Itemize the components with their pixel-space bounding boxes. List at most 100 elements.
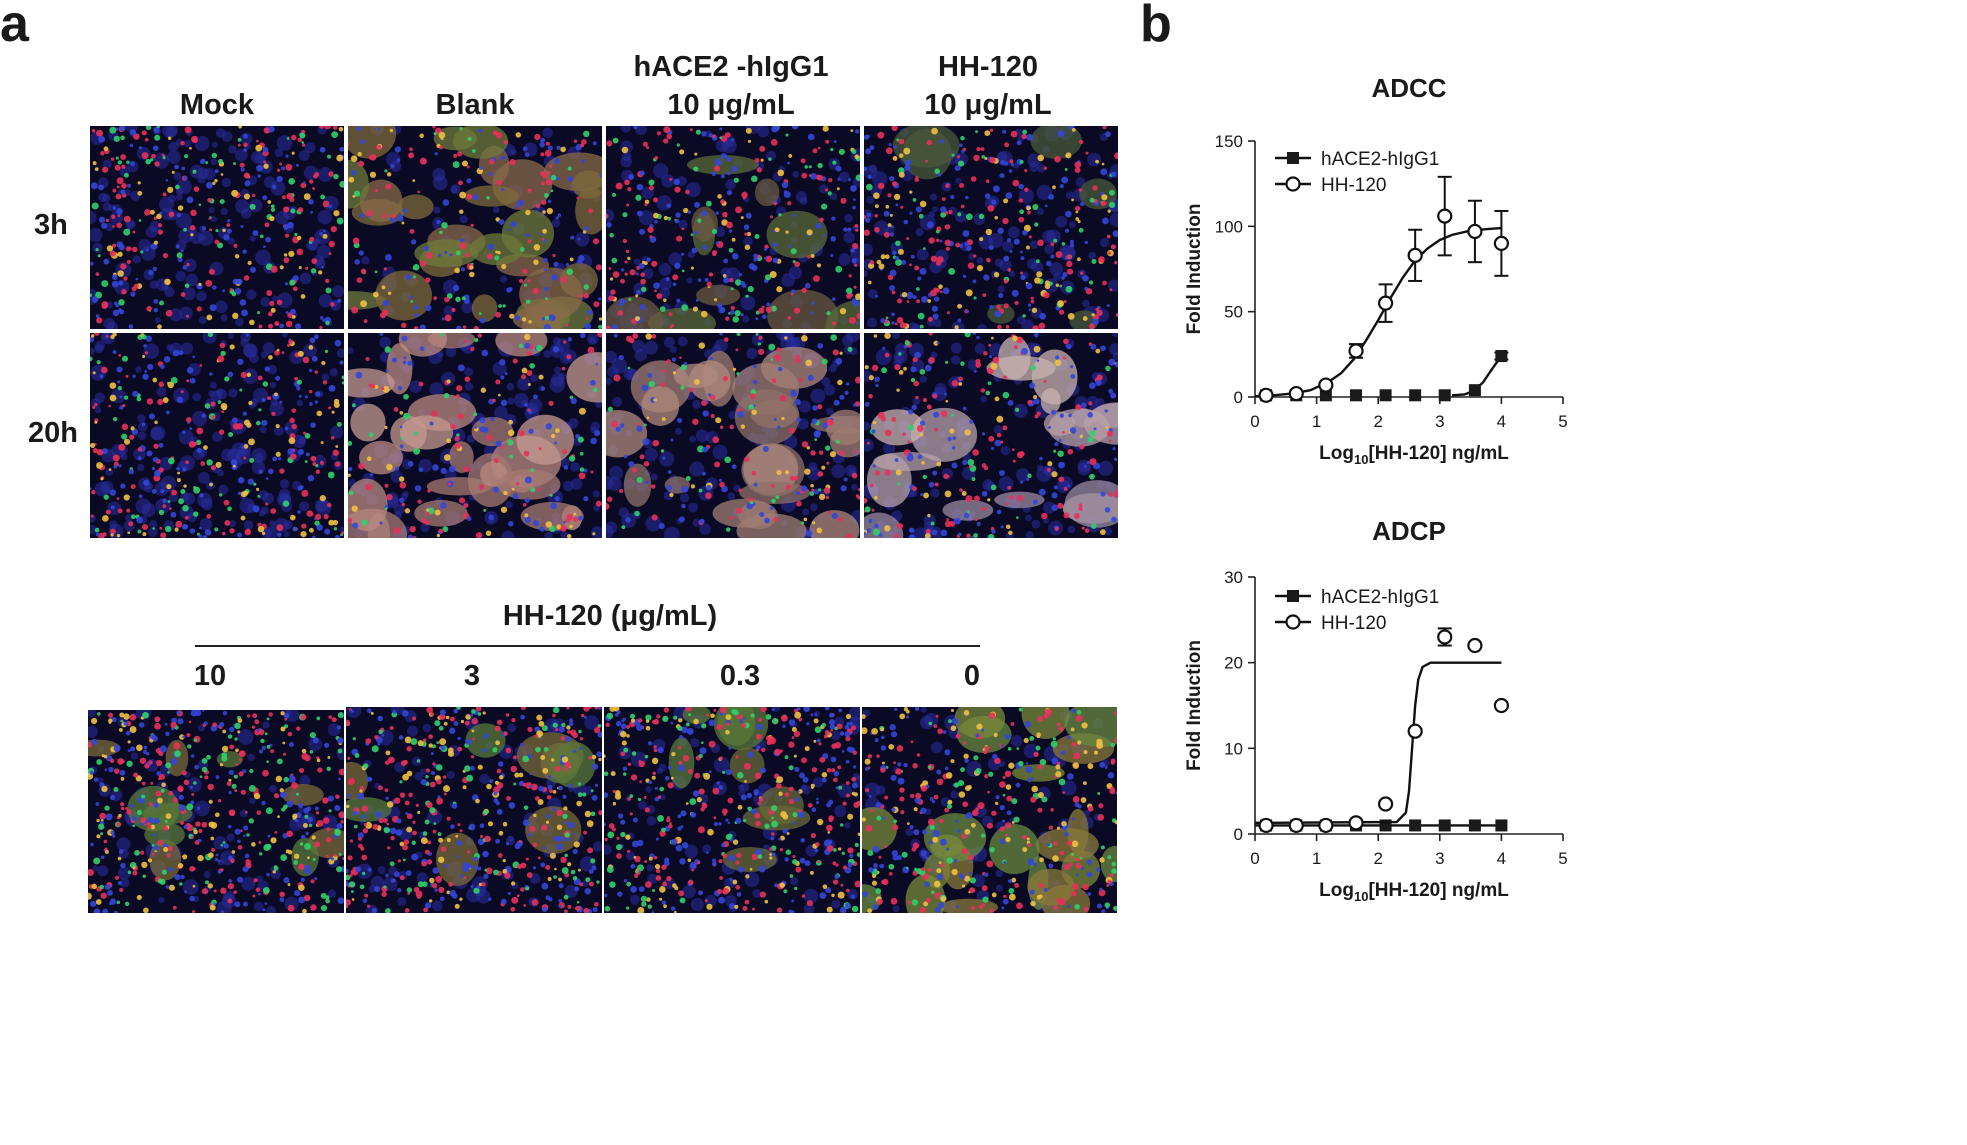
y-tick-label: 10 bbox=[1224, 739, 1243, 758]
micrograph-dose-0 bbox=[862, 707, 1117, 913]
series-hh-120 bbox=[1254, 175, 1510, 403]
x-tick-label: 4 bbox=[1497, 849, 1506, 868]
y-tick-label: 0 bbox=[1234, 388, 1243, 407]
chart-adcc: ADCC 0 50 100 150 0 1 2 3 4 5 Fold Induction Log10[H… bbox=[1184, 73, 1568, 467]
column-header-line1: Mock bbox=[179, 89, 255, 121]
data-point bbox=[1318, 377, 1334, 393]
micrograph-hace2-20h bbox=[606, 333, 860, 538]
chart-title: ADCC bbox=[1371, 73, 1446, 103]
data-point bbox=[1437, 629, 1453, 645]
y-tick-label: 150 bbox=[1215, 132, 1243, 151]
dose-title-rule bbox=[195, 645, 980, 647]
data-point bbox=[1407, 247, 1423, 263]
x-tick-label: 2 bbox=[1373, 412, 1382, 431]
data-point bbox=[1468, 819, 1481, 832]
legend-label: hACE2-hIgG1 bbox=[1321, 149, 1439, 170]
legend-label: HH-120 bbox=[1321, 175, 1386, 196]
legend-label: HH-120 bbox=[1321, 613, 1386, 634]
micrograph-hace2-3h bbox=[606, 126, 860, 329]
legend-marker bbox=[1285, 176, 1301, 192]
y-tick-label: 30 bbox=[1224, 568, 1243, 587]
fit-curve bbox=[1254, 226, 1502, 398]
panel-a-letter: a bbox=[0, 0, 29, 53]
micrograph-dose-3 bbox=[346, 707, 602, 913]
column-header-line1: hACE2 -hIgG1 bbox=[633, 51, 829, 83]
legend-entry: HH-120 bbox=[1275, 613, 1386, 634]
chart-title: ADCP bbox=[1372, 516, 1446, 546]
micrograph-hh120-3h bbox=[864, 126, 1118, 329]
column-header-hace2: hACE2 -hIgG1 10 μg/mL bbox=[604, 48, 858, 124]
micrograph-texture bbox=[862, 707, 1117, 913]
data-point bbox=[1379, 389, 1392, 402]
data-point bbox=[1348, 343, 1364, 359]
micrograph-mock-20h bbox=[90, 333, 344, 538]
column-header-line1: HH-120 bbox=[938, 51, 1038, 83]
micrograph-texture bbox=[604, 707, 860, 913]
dose-label-0-3: 0.3 bbox=[719, 660, 761, 692]
micrograph-texture bbox=[90, 126, 344, 329]
dose-label-3: 3 bbox=[463, 660, 481, 692]
micrograph-mock-3h bbox=[90, 126, 344, 329]
panel-b-letter: b bbox=[1140, 0, 1172, 53]
y-tick-label: 0 bbox=[1234, 825, 1243, 844]
fit-curve bbox=[1254, 661, 1502, 825]
chart-adcp: ADCP 0 10 20 30 0 1 2 3 4 5 Fold Induction Log10[HH-… bbox=[1184, 516, 1568, 904]
data-point bbox=[1437, 208, 1453, 224]
legend-entry: hACE2-hIgG1 bbox=[1275, 587, 1439, 608]
x-tick-label: 4 bbox=[1497, 412, 1506, 431]
data-point bbox=[1288, 817, 1304, 834]
data-point bbox=[1318, 817, 1334, 834]
data-point bbox=[1407, 723, 1423, 739]
data-point bbox=[1350, 389, 1363, 402]
column-header-hh120: HH-120 10 μg/mL bbox=[861, 48, 1115, 124]
legend-entry: HH-120 bbox=[1275, 175, 1386, 196]
x-tick-label: 2 bbox=[1373, 849, 1382, 868]
micrograph-dose-0-3 bbox=[604, 707, 860, 913]
x-tick-label: 3 bbox=[1435, 412, 1444, 431]
dose-label-10: 10 bbox=[193, 660, 227, 692]
x-tick-label: 0 bbox=[1250, 412, 1259, 431]
data-point bbox=[1468, 384, 1481, 397]
x-tick-label: 3 bbox=[1435, 849, 1444, 868]
legend-entry: hACE2-hIgG1 bbox=[1275, 149, 1439, 170]
data-point bbox=[1493, 235, 1510, 251]
micrograph-texture bbox=[348, 333, 602, 538]
y-tick-label: 50 bbox=[1224, 303, 1243, 322]
data-point bbox=[1288, 385, 1304, 402]
data-point bbox=[1495, 350, 1508, 363]
legend-label: hACE2-hIgG1 bbox=[1321, 587, 1439, 608]
data-point bbox=[1495, 819, 1508, 832]
x-tick-label: 1 bbox=[1312, 412, 1321, 431]
micrograph-texture bbox=[864, 126, 1118, 329]
data-point bbox=[1467, 223, 1483, 240]
x-tick-label: 5 bbox=[1558, 849, 1567, 868]
data-point bbox=[1377, 796, 1394, 812]
micrograph-texture bbox=[88, 710, 344, 913]
data-point bbox=[1258, 817, 1274, 834]
dose-label-0: 0 bbox=[963, 660, 981, 692]
column-header-blank: Blank bbox=[348, 48, 602, 124]
micrograph-texture bbox=[864, 333, 1118, 538]
data-point bbox=[1319, 389, 1332, 402]
x-tick-label: 0 bbox=[1250, 849, 1259, 868]
y-tick-label: 100 bbox=[1215, 217, 1243, 236]
micrograph-texture bbox=[348, 126, 602, 329]
micrograph-texture bbox=[346, 707, 602, 913]
row-label-20h: 20h bbox=[28, 417, 78, 449]
column-header-line2: 10 μg/mL bbox=[667, 89, 795, 121]
series-hh-120 bbox=[1254, 627, 1510, 834]
legend-marker bbox=[1285, 614, 1301, 630]
y-axis-label: Fold Induction bbox=[1184, 204, 1205, 335]
data-point bbox=[1348, 815, 1364, 831]
data-point bbox=[1377, 295, 1394, 311]
micrograph-dose-10 bbox=[88, 710, 344, 913]
x-tick-label: 5 bbox=[1558, 412, 1567, 431]
micrograph-texture bbox=[90, 333, 344, 538]
data-point bbox=[1467, 637, 1483, 654]
column-header-mock: Mock bbox=[90, 48, 344, 124]
row-label-3h: 3h bbox=[34, 209, 68, 241]
data-point bbox=[1493, 697, 1510, 714]
x-axis-label: Log10[HH-120] ng/mL bbox=[1319, 880, 1509, 904]
y-axis-label: Fold Induction bbox=[1184, 640, 1205, 771]
legend-marker bbox=[1287, 152, 1299, 164]
